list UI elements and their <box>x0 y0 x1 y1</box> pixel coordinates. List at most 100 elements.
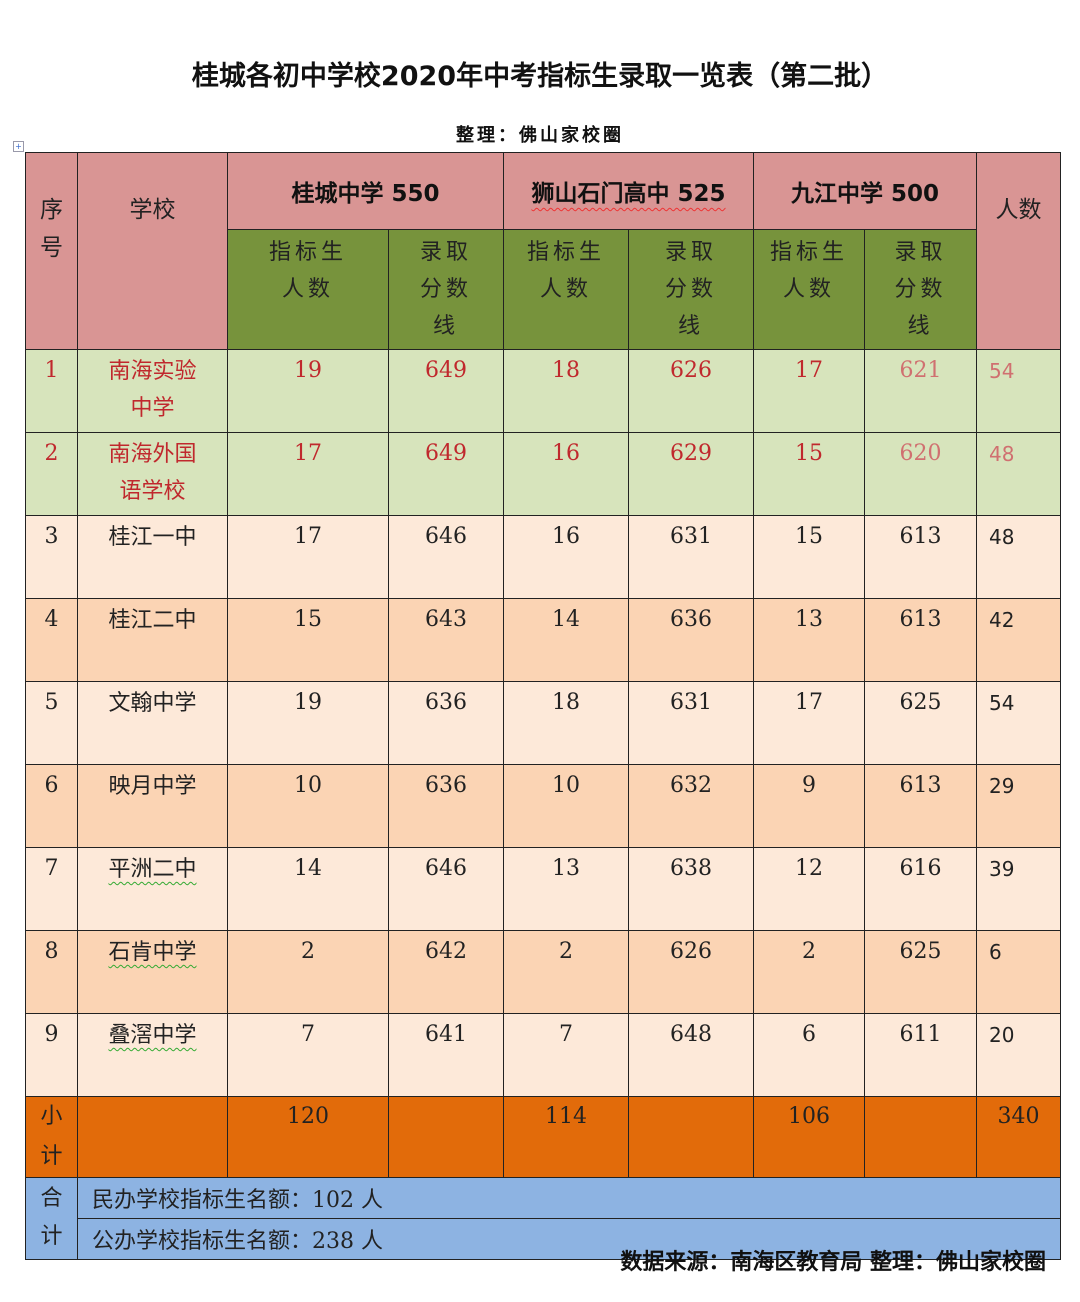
value-cell: 641 <box>388 1013 504 1097</box>
value-cell: 10 <box>227 764 389 848</box>
table-row: 2 南海外国语学校 17 649 16 629 15 620 48 <box>25 432 1061 516</box>
header-quota: 指标生人数 <box>227 229 389 350</box>
subtotal-label: 小计 <box>25 1096 78 1178</box>
value-cell: 12 <box>753 847 865 931</box>
value-cell: 638 <box>628 847 754 931</box>
total-cell: 48 <box>976 515 1061 599</box>
value-cell: 13 <box>503 847 629 931</box>
value-cell: 643 <box>388 598 504 682</box>
total-cell: 39 <box>976 847 1061 931</box>
page-title: 桂城各初中学校2020年中考指标生录取一览表（第二批） <box>191 61 889 92</box>
value-cell: 18 <box>503 349 629 433</box>
school-cell: 文翰中学 <box>77 681 228 765</box>
school-cell: 映月中学 <box>77 764 228 848</box>
value-cell: 642 <box>388 930 504 1014</box>
table-row: 3 桂江一中 17 646 16 631 15 613 48 <box>25 515 1061 599</box>
value-cell: 19 <box>227 349 389 433</box>
subtitle: 整理：佛山家校圈 <box>456 125 624 146</box>
value-cell: 646 <box>388 847 504 931</box>
table-row: 5 文翰中学 19 636 18 631 17 625 54 <box>25 681 1061 765</box>
value-cell: 7 <box>503 1013 629 1097</box>
seq-cell: 2 <box>25 432 78 516</box>
seq-cell: 5 <box>25 681 78 765</box>
value-cell: 15 <box>753 432 865 516</box>
value-cell: 13 <box>753 598 865 682</box>
subtotal-jiujiang: 106 <box>753 1096 865 1178</box>
header-group-shishan: 狮山石门高中 525 <box>503 152 754 230</box>
value-cell: 16 <box>503 432 629 516</box>
header-seq: 序号 <box>25 152 78 350</box>
value-cell: 7 <box>227 1013 389 1097</box>
value-cell: 636 <box>628 598 754 682</box>
table-row: 1 南海实验中学 19 649 18 626 17 621 54 <box>25 349 1061 433</box>
value-cell: 15 <box>753 515 865 599</box>
school-cell: 石肯中学 <box>77 930 228 1014</box>
subtotal-guicheng: 120 <box>227 1096 389 1178</box>
school-cell: 南海外国语学校 <box>77 432 228 516</box>
seq-cell: 8 <box>25 930 78 1014</box>
value-cell: 18 <box>503 681 629 765</box>
seq-cell: 9 <box>25 1013 78 1097</box>
value-cell: 649 <box>388 432 504 516</box>
total-cell: 48 <box>976 432 1061 516</box>
header-total: 人数 <box>976 152 1061 350</box>
value-cell: 629 <box>628 432 754 516</box>
value-cell: 14 <box>227 847 389 931</box>
value-cell: 613 <box>864 598 977 682</box>
value-cell: 646 <box>388 515 504 599</box>
value-cell: 613 <box>864 515 977 599</box>
value-cell: 611 <box>864 1013 977 1097</box>
value-cell: 631 <box>628 681 754 765</box>
header-group-jiujiang: 九江中学 500 <box>753 152 977 230</box>
table-move-handle-icon[interactable]: + <box>13 141 24 152</box>
private-quota: 民办学校指标生名额：102 人 <box>77 1177 1061 1219</box>
value-cell: 2 <box>227 930 389 1014</box>
header-quota: 指标生人数 <box>503 229 629 350</box>
school-cell: 南海实验中学 <box>77 349 228 433</box>
total-cell: 6 <box>976 930 1061 1014</box>
source-note: 数据来源：南海区教育局 整理：佛山家校圈 <box>620 1250 1046 1275</box>
value-cell: 2 <box>503 930 629 1014</box>
seq-cell: 7 <box>25 847 78 931</box>
value-cell: 631 <box>628 515 754 599</box>
value-cell: 16 <box>503 515 629 599</box>
value-cell: 636 <box>388 764 504 848</box>
school-cell: 桂江二中 <box>77 598 228 682</box>
header-cutoff: 录取分数线 <box>864 229 977 350</box>
total-cell: 42 <box>976 598 1061 682</box>
value-cell: 2 <box>753 930 865 1014</box>
value-cell: 19 <box>227 681 389 765</box>
value-cell: 621 <box>864 349 977 433</box>
value-cell: 613 <box>864 764 977 848</box>
value-cell: 626 <box>628 349 754 433</box>
school-cell: 平洲二中 <box>77 847 228 931</box>
header-cutoff: 录取分数线 <box>628 229 754 350</box>
value-cell: 17 <box>753 681 865 765</box>
value-cell: 616 <box>864 847 977 931</box>
table-row: 9 叠滘中学 7 641 7 648 6 611 20 <box>25 1013 1061 1097</box>
total-cell: 54 <box>976 349 1061 433</box>
subtotal-total: 340 <box>976 1096 1061 1178</box>
value-cell: 625 <box>864 681 977 765</box>
total-cell: 29 <box>976 764 1061 848</box>
value-cell: 649 <box>388 349 504 433</box>
table-row: 6 映月中学 10 636 10 632 9 613 29 <box>25 764 1061 848</box>
value-cell: 620 <box>864 432 977 516</box>
header-group-guicheng: 桂城中学 550 <box>227 152 504 230</box>
table-row: 7 平洲二中 14 646 13 638 12 616 39 <box>25 847 1061 931</box>
total-cell: 20 <box>976 1013 1061 1097</box>
value-cell: 625 <box>864 930 977 1014</box>
value-cell: 15 <box>227 598 389 682</box>
value-cell: 9 <box>753 764 865 848</box>
value-cell: 6 <box>753 1013 865 1097</box>
value-cell: 17 <box>753 349 865 433</box>
value-cell: 17 <box>227 515 389 599</box>
header-cutoff: 录取分数线 <box>388 229 504 350</box>
subtotal-shishan: 114 <box>503 1096 629 1178</box>
value-cell: 636 <box>388 681 504 765</box>
value-cell: 14 <box>503 598 629 682</box>
value-cell: 632 <box>628 764 754 848</box>
value-cell: 626 <box>628 930 754 1014</box>
seq-cell: 6 <box>25 764 78 848</box>
admission-table: 序号 学校 桂城中学 550 狮山石门高中 525 九江中学 500 人数 指标… <box>25 152 1061 1260</box>
